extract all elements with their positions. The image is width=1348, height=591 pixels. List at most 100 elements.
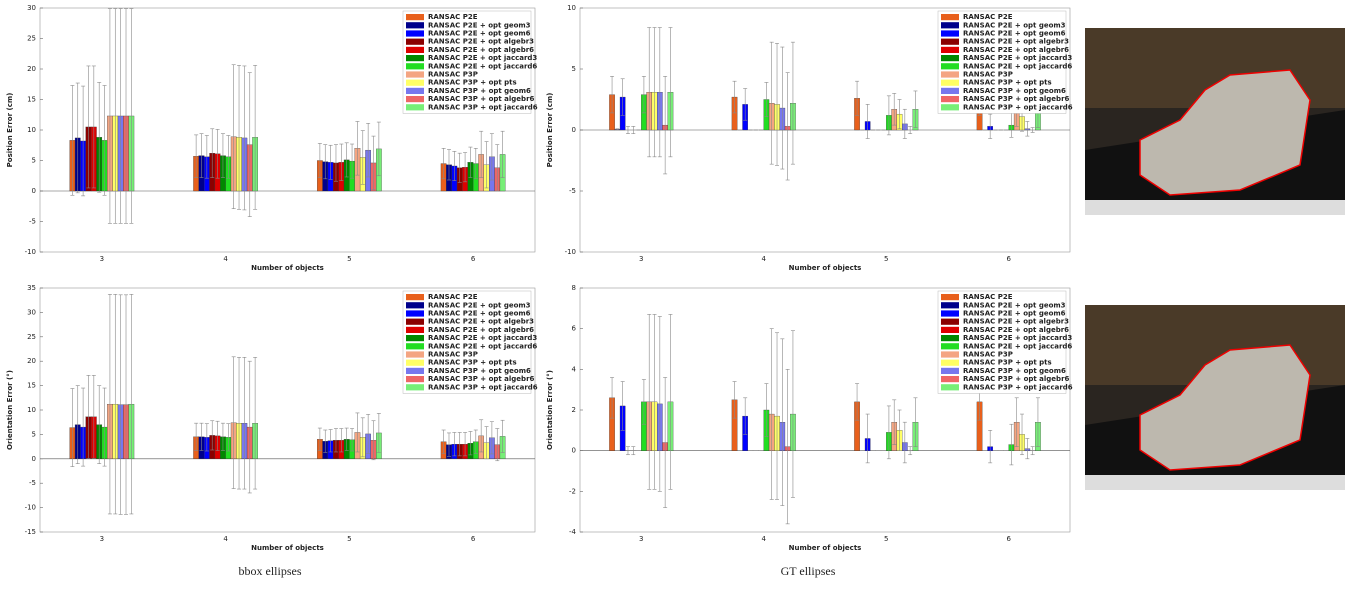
legend-swatch [941, 359, 959, 366]
error-bar [323, 144, 328, 180]
error-bar [495, 428, 500, 462]
x-tick-label: 5 [347, 255, 351, 263]
chart: -10 -5 0 5 10 3 4 5 6 Number of objects Position E… [546, 4, 1073, 272]
y-tick-label: 5 [32, 157, 36, 165]
legend-swatch [406, 14, 424, 21]
legend-swatch [406, 46, 424, 53]
legend-swatch [941, 351, 959, 358]
legend-label: RANSAC P2E + opt jaccard6 [428, 342, 537, 350]
y-tick-label: 2 [572, 406, 576, 414]
legend-label: RANSAC P2E + opt jaccard6 [963, 342, 1072, 350]
y-tick-label: 8 [572, 284, 576, 292]
error-bar [610, 377, 615, 419]
legend-label: RANSAC P3P + opt algebr6 [963, 375, 1070, 383]
y-tick-label: 5 [572, 65, 576, 73]
error-bar [199, 133, 204, 178]
legend-swatch [406, 310, 424, 317]
error-bar [366, 122, 371, 178]
error-bar [328, 429, 333, 453]
error-bar [743, 397, 748, 435]
y-tick-label: 35 [27, 284, 36, 292]
error-bar [194, 134, 199, 178]
error-bar [1025, 438, 1030, 460]
legend-label: RANSAC P3P + opt geom6 [963, 87, 1066, 95]
legend-swatch [941, 326, 959, 333]
y-tick-label: -4 [569, 528, 577, 536]
x-axis-label: Number of objects [789, 544, 862, 552]
error-bar [441, 429, 446, 454]
error-bar [247, 72, 252, 217]
legend-label: RANSAC P3P + opt geom6 [428, 367, 531, 375]
error-bar [70, 388, 75, 467]
error-bar [376, 121, 381, 177]
error-bar [107, 294, 112, 515]
error-bar [102, 387, 107, 467]
error-bar [468, 431, 473, 456]
error-bar [237, 356, 242, 490]
y-tick-label: 25 [27, 35, 36, 43]
error-bar [339, 143, 344, 181]
error-bar [86, 65, 91, 189]
error-bar [988, 430, 993, 464]
error-bar [323, 429, 328, 453]
legend-label: RANSAC P2E + opt geom3 [963, 301, 1066, 309]
legend-label: RANSAC P2E + opt jaccard3 [428, 54, 537, 62]
legend-swatch [406, 96, 424, 103]
error-bar [620, 78, 625, 116]
error-bar [615, 128, 620, 131]
legend-swatch [406, 71, 424, 78]
y-tick-label: 15 [27, 382, 36, 390]
y-tick-label: -5 [569, 187, 576, 195]
error-bar [366, 414, 371, 454]
error-bar [242, 65, 247, 211]
legend-swatch [941, 14, 959, 21]
legend-label: RANSAC P2E + opt algebr6 [963, 326, 1069, 334]
error-bar [113, 8, 118, 224]
legend-swatch [941, 376, 959, 383]
error-bar [91, 375, 96, 459]
error-bar [344, 142, 349, 178]
error-bar [124, 8, 129, 224]
error-bar [495, 144, 500, 192]
error-bar [253, 65, 258, 210]
legend-label: RANSAC P3P + opt algebr6 [428, 375, 535, 383]
error-bar [647, 27, 652, 158]
legend-label: RANSAC P2E + opt algebr3 [428, 38, 534, 46]
error-bar [892, 93, 897, 126]
error-bar [641, 379, 646, 425]
error-bar [75, 385, 80, 464]
y-tick-label: 20 [27, 65, 36, 73]
error-bar [732, 80, 737, 114]
legend-swatch [941, 96, 959, 103]
y-tick-label: -10 [565, 248, 576, 256]
legend-swatch [941, 384, 959, 391]
legend-swatch [406, 87, 424, 94]
legend-label: RANSAC P3P + opt pts [428, 79, 517, 87]
error-bar [668, 27, 673, 158]
legend-label: RANSAC P2E + opt algebr3 [428, 318, 534, 326]
legend-label: RANSAC P2E + opt geom6 [963, 30, 1066, 38]
legend-box [402, 290, 532, 394]
legend-swatch [941, 294, 959, 301]
legend-label: RANSAC P2E + opt algebr6 [963, 46, 1069, 54]
legend-swatch [406, 335, 424, 342]
error-bar [247, 360, 252, 494]
legend-label: RANSAC P2E + opt geom6 [428, 30, 531, 38]
error-bar [463, 152, 468, 183]
legend-box [937, 10, 1067, 114]
legend-label: RANSAC P3P + opt pts [963, 79, 1052, 87]
legend-label: RANSAC P2E [963, 293, 1013, 301]
error-bar [500, 419, 505, 453]
legend-label: RANSAC P3P [963, 71, 1013, 79]
error-bar [897, 99, 902, 130]
error-bar [360, 130, 365, 185]
legend-swatch [406, 22, 424, 29]
error-bar [129, 8, 134, 224]
error-bar [652, 27, 657, 158]
y-tick-label: -15 [25, 528, 36, 536]
error-bar [780, 338, 785, 506]
y-tick-label: 0 [32, 187, 36, 195]
error-bar [350, 428, 355, 452]
legend-swatch [406, 351, 424, 358]
error-bar [913, 397, 918, 447]
